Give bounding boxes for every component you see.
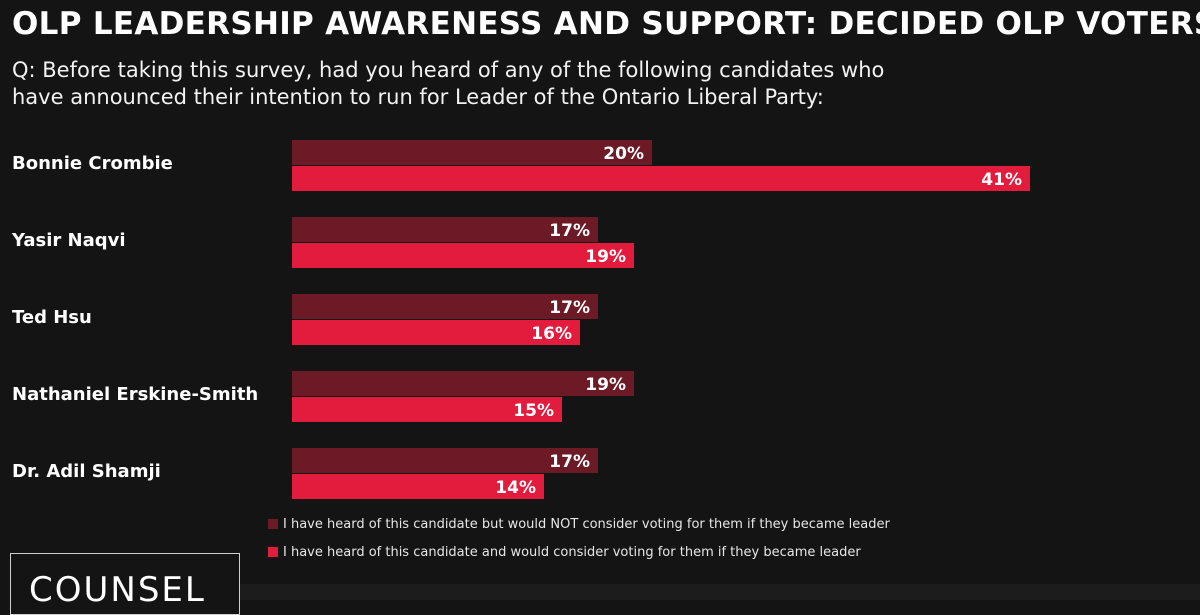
data-label-dr-adil-shamji-series-0: 17% [549, 452, 590, 472]
bar-dr-adil-shamji-series-0 [292, 448, 598, 473]
category-label-dr-adil-shamji: Dr. Adil Shamji [12, 461, 161, 482]
category-label-nathaniel-erskine-smith: Nathaniel Erskine-Smith [12, 384, 258, 405]
chart-title: OLP LEADERSHIP AWARENESS AND SUPPORT: DE… [12, 6, 1200, 42]
data-label-nathaniel-erskine-smith-series-0: 19% [585, 375, 626, 395]
data-label-ted-hsu-series-1: 16% [531, 324, 572, 344]
survey-question: Q: Before taking this survey, had you he… [12, 57, 972, 111]
bar-ted-hsu-series-1 [292, 320, 580, 345]
bar-chart: Bonnie Crombie 20% 41% Yasir Naqvi 17% 19% Ted… [11, 140, 1030, 499]
legend-swatch-consider [268, 547, 278, 557]
bar-bonnie-crombie-series-0 [292, 140, 652, 165]
logo-text: COUNSEL [29, 570, 206, 610]
data-label-bonnie-crombie-series-0: 20% [603, 144, 644, 164]
question-line-1: Q: Before taking this survey, had you he… [12, 58, 885, 82]
data-label-dr-adil-shamji-series-1: 14% [495, 478, 536, 498]
footer-band [240, 584, 1200, 600]
bar-ted-hsu-series-0 [292, 294, 598, 319]
data-label-nathaniel-erskine-smith-series-1: 15% [513, 401, 554, 421]
legend-label-not-consider: I have heard of this candidate but would… [283, 517, 890, 532]
data-label-yasir-naqvi-series-0: 17% [549, 221, 590, 241]
counsel-logo: COUNSEL [10, 553, 240, 615]
bar-nathaniel-erskine-smith-series-1 [292, 397, 562, 422]
category-label-yasir-naqvi: Yasir Naqvi [11, 230, 126, 251]
data-label-ted-hsu-series-0: 17% [549, 298, 590, 318]
legend-item-not-consider: I have heard of this candidate but would… [268, 517, 890, 532]
category-label-ted-hsu: Ted Hsu [12, 307, 92, 328]
bar-bonnie-crombie-series-1 [292, 166, 1030, 191]
legend-item-consider: I have heard of this candidate and would… [268, 545, 861, 560]
category-label-bonnie-crombie: Bonnie Crombie [12, 153, 173, 174]
bar-yasir-naqvi-series-0 [292, 217, 598, 242]
legend-swatch-not-consider [268, 519, 278, 529]
data-label-yasir-naqvi-series-1: 19% [585, 247, 626, 267]
bar-dr-adil-shamji-series-1 [292, 474, 544, 499]
legend-label-consider: I have heard of this candidate and would… [283, 545, 861, 560]
bar-nathaniel-erskine-smith-series-0 [292, 371, 634, 396]
question-line-2: have announced their intention to run fo… [12, 85, 824, 109]
bar-yasir-naqvi-series-1 [292, 243, 634, 268]
data-label-bonnie-crombie-series-1: 41% [981, 170, 1022, 190]
